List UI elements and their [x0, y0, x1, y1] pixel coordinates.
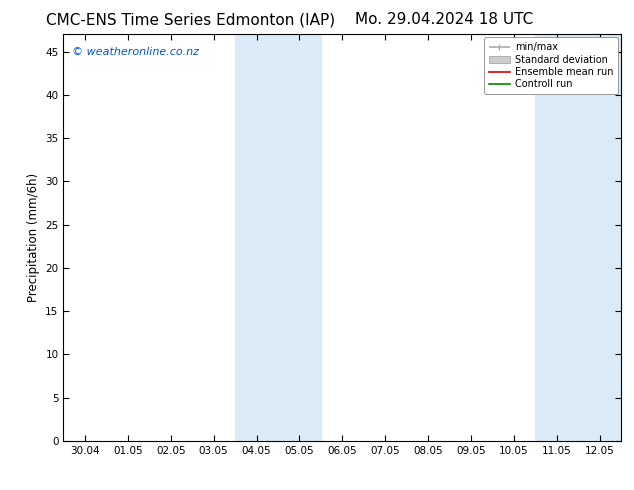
Text: CMC-ENS Time Series Edmonton (IAP): CMC-ENS Time Series Edmonton (IAP): [46, 12, 335, 27]
Legend: min/max, Standard deviation, Ensemble mean run, Controll run: min/max, Standard deviation, Ensemble me…: [484, 37, 618, 94]
Text: © weatheronline.co.nz: © weatheronline.co.nz: [72, 47, 199, 56]
Y-axis label: Precipitation (mm/6h): Precipitation (mm/6h): [27, 173, 40, 302]
Bar: [536, 34, 621, 441]
Text: Mo. 29.04.2024 18 UTC: Mo. 29.04.2024 18 UTC: [354, 12, 533, 27]
Bar: [235, 34, 321, 441]
